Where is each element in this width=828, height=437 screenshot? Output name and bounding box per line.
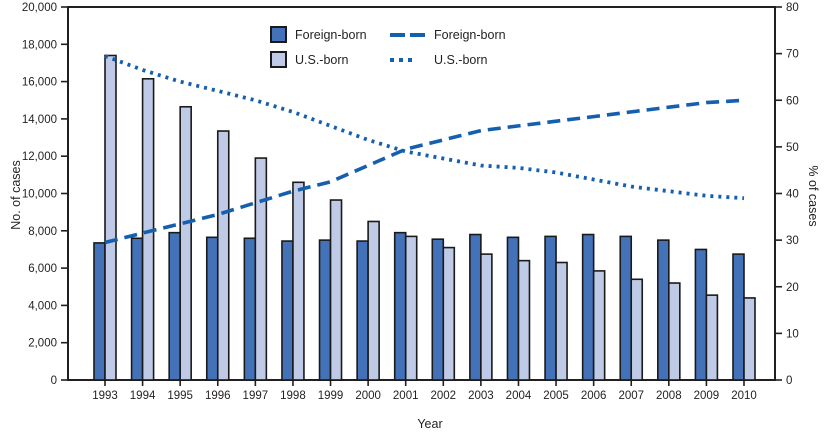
bar-foreign-born-2007 [619, 235, 633, 381]
bar-foreign-born-2003 [469, 233, 482, 381]
dot-icon [399, 57, 403, 62]
x-tick-label-1997: 1997 [243, 390, 269, 402]
bar-foreign-born-1994 [130, 237, 144, 381]
bar-foreign-born-1998 [281, 240, 294, 381]
x-tick-label-2007: 2007 [618, 390, 644, 402]
x-tick-label-2003: 2003 [468, 390, 494, 402]
dot-icon [390, 57, 394, 62]
legend-dashed-line-sample [390, 32, 426, 37]
x-tick-label-2001: 2001 [393, 390, 419, 402]
x-tick-label-2009: 2009 [694, 390, 720, 402]
bar-us-born-2009 [705, 294, 719, 381]
legend-item-us-born-bars: U.S.-born [270, 51, 378, 68]
bar-us-born-1997 [254, 157, 268, 381]
right-axis-tick-label: 50 [786, 142, 799, 154]
bar-foreign-born-2009 [694, 248, 708, 381]
bar-foreign-born-2002 [431, 238, 445, 381]
legend-item-foreign-born-line: Foreign-born [390, 28, 506, 42]
bar-foreign-born-1995 [168, 231, 181, 381]
bar-us-born-2005 [555, 261, 568, 381]
legend-item-foreign-born-bars: Foreign-born [270, 26, 378, 43]
x-tick-label-1994: 1994 [130, 390, 156, 402]
trend-line-foreign-born [104, 98, 745, 245]
x-axis-title: Year [417, 417, 443, 431]
bar-us-born-2003 [480, 253, 493, 381]
bar-foreign-born-2010 [732, 253, 745, 381]
left-axis-tick-label: 20,000 [22, 2, 57, 14]
legend-dotted-line-sample [390, 57, 426, 62]
x-tick-label-1998: 1998 [280, 390, 306, 402]
x-tick-label-1996: 1996 [205, 390, 231, 402]
bar-foreign-born-2006 [581, 233, 595, 381]
left-axis-tick-label: 18,000 [22, 39, 57, 51]
bar-us-born-2000 [367, 220, 380, 381]
left-axis-tick-label: 10,000 [22, 189, 57, 201]
x-tick-label-2004: 2004 [506, 390, 532, 402]
bar-us-born-2007 [630, 278, 644, 381]
bar-us-born-1998 [292, 181, 305, 381]
x-tick-label-1993: 1993 [92, 390, 118, 402]
dot-icon [408, 57, 412, 62]
x-tick-label-2010: 2010 [731, 390, 757, 402]
left-axis-tick-label: 12,000 [22, 151, 57, 163]
x-tick-label-2000: 2000 [355, 390, 381, 402]
dash-icon [410, 32, 425, 37]
x-tick-label-1999: 1999 [318, 390, 344, 402]
bar-foreign-born-2005 [544, 235, 557, 381]
left-axis-title: No. of cases [9, 160, 23, 230]
right-axis-tick-label: 40 [786, 189, 799, 201]
right-axis-tick-label: 20 [786, 282, 799, 294]
bar-us-born-2004 [517, 259, 531, 381]
legend-swatch-us-born [270, 51, 287, 68]
right-axis-tick-label: 0 [786, 375, 792, 387]
left-axis-tick-label: 14,000 [22, 114, 57, 126]
bar-foreign-born-1996 [205, 236, 219, 381]
left-axis-tick-label: 16,000 [22, 77, 57, 89]
bar-us-born-2006 [592, 270, 606, 381]
bar-us-born-1996 [216, 130, 230, 381]
left-axis-tick-label: 8,000 [28, 226, 57, 238]
left-axis-tick-label: 0 [51, 375, 57, 387]
dash-icon [390, 32, 405, 37]
bar-us-born-2001 [404, 235, 418, 381]
right-axis-tick-label: 80 [786, 2, 799, 14]
bar-foreign-born-2008 [657, 239, 670, 381]
bar-us-born-2008 [668, 282, 681, 381]
bar-foreign-born-2000 [356, 240, 369, 381]
x-tick-label-2002: 2002 [430, 390, 456, 402]
x-tick-label-1995: 1995 [167, 390, 193, 402]
x-tick-label-2006: 2006 [581, 390, 607, 402]
x-tick-label-2008: 2008 [656, 390, 682, 402]
legend-item-us-born-line: U.S.-born [390, 53, 506, 67]
left-axis-tick-label: 4,000 [28, 300, 57, 312]
bar-us-born-2010 [743, 297, 756, 381]
bar-foreign-born-1993 [93, 242, 106, 381]
bar-us-born-1993 [104, 54, 117, 381]
bar-us-born-1995 [179, 105, 192, 381]
bar-foreign-born-2004 [506, 236, 520, 381]
right-axis-tick-label: 70 [786, 49, 799, 61]
bar-foreign-born-2001 [393, 231, 407, 381]
right-axis-title: % of cases [806, 165, 820, 227]
legend-label-foreign-born-bars: Foreign-born [295, 27, 367, 42]
left-axis-tick-label: 2,000 [28, 338, 57, 350]
legend-label-us-born-line: U.S.-born [434, 52, 488, 67]
bar-us-born-1999 [329, 199, 343, 381]
bar-us-born-2002 [442, 246, 456, 381]
legend-swatch-foreign-born [270, 26, 287, 43]
legend: Foreign-born Foreign-born U.S.-born U.S.… [270, 26, 506, 68]
bar-foreign-born-1997 [243, 237, 257, 381]
left-axis-tick-label: 6,000 [28, 263, 57, 275]
legend-label-foreign-born-line: Foreign-born [434, 27, 506, 42]
x-tick-label-2005: 2005 [543, 390, 569, 402]
legend-label-us-born-bars: U.S.-born [295, 52, 349, 67]
right-axis-tick-label: 10 [786, 328, 799, 340]
bar-foreign-born-1999 [318, 239, 332, 381]
right-axis-tick-label: 60 [786, 95, 799, 107]
right-axis-tick-label: 30 [786, 235, 799, 247]
